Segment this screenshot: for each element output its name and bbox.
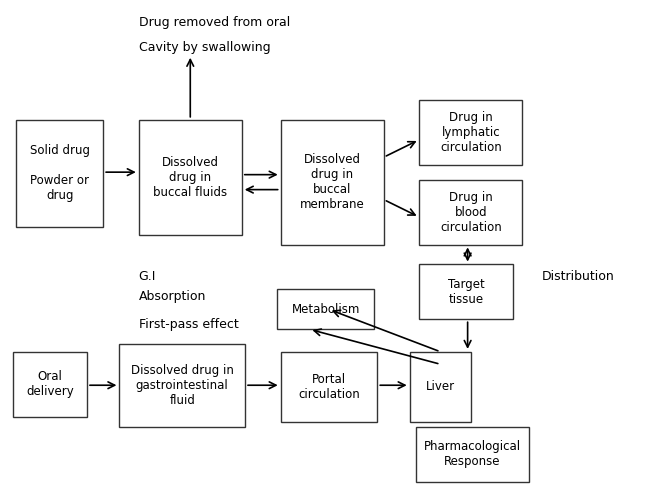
FancyBboxPatch shape <box>419 180 522 245</box>
Text: G.I: G.I <box>139 270 156 283</box>
FancyBboxPatch shape <box>277 289 374 329</box>
Text: Distribution: Distribution <box>542 270 615 283</box>
Text: Portal
circulation: Portal circulation <box>298 373 360 401</box>
FancyBboxPatch shape <box>139 120 242 235</box>
Text: Absorption: Absorption <box>139 290 206 303</box>
FancyBboxPatch shape <box>119 344 245 427</box>
FancyBboxPatch shape <box>281 120 384 245</box>
Text: First-pass effect: First-pass effect <box>139 318 239 331</box>
FancyBboxPatch shape <box>13 352 87 417</box>
Text: Oral
delivery: Oral delivery <box>26 370 74 398</box>
Text: Metabolism: Metabolism <box>292 303 360 316</box>
Text: Dissolved
drug in
buccal fluids: Dissolved drug in buccal fluids <box>154 156 227 199</box>
Text: Drug in
lymphatic
circulation: Drug in lymphatic circulation <box>440 111 502 154</box>
FancyBboxPatch shape <box>281 352 377 422</box>
Text: Pharmacological
Response: Pharmacological Response <box>424 440 521 468</box>
Text: Dissolved drug in
gastrointestinal
fluid: Dissolved drug in gastrointestinal fluid <box>131 364 233 407</box>
FancyBboxPatch shape <box>419 100 522 165</box>
FancyBboxPatch shape <box>410 352 471 422</box>
Text: Drug removed from oral: Drug removed from oral <box>139 16 290 29</box>
FancyBboxPatch shape <box>416 427 529 482</box>
Text: Solid drug

Powder or
drug: Solid drug Powder or drug <box>30 144 90 203</box>
Text: Cavity by swallowing: Cavity by swallowing <box>139 41 270 54</box>
Text: Target
tissue: Target tissue <box>448 278 484 306</box>
FancyBboxPatch shape <box>16 120 103 227</box>
Text: Liver: Liver <box>426 380 455 393</box>
Text: Dissolved
drug in
buccal
membrane: Dissolved drug in buccal membrane <box>300 153 364 211</box>
FancyBboxPatch shape <box>419 264 513 319</box>
Text: Drug in
blood
circulation: Drug in blood circulation <box>440 191 502 234</box>
